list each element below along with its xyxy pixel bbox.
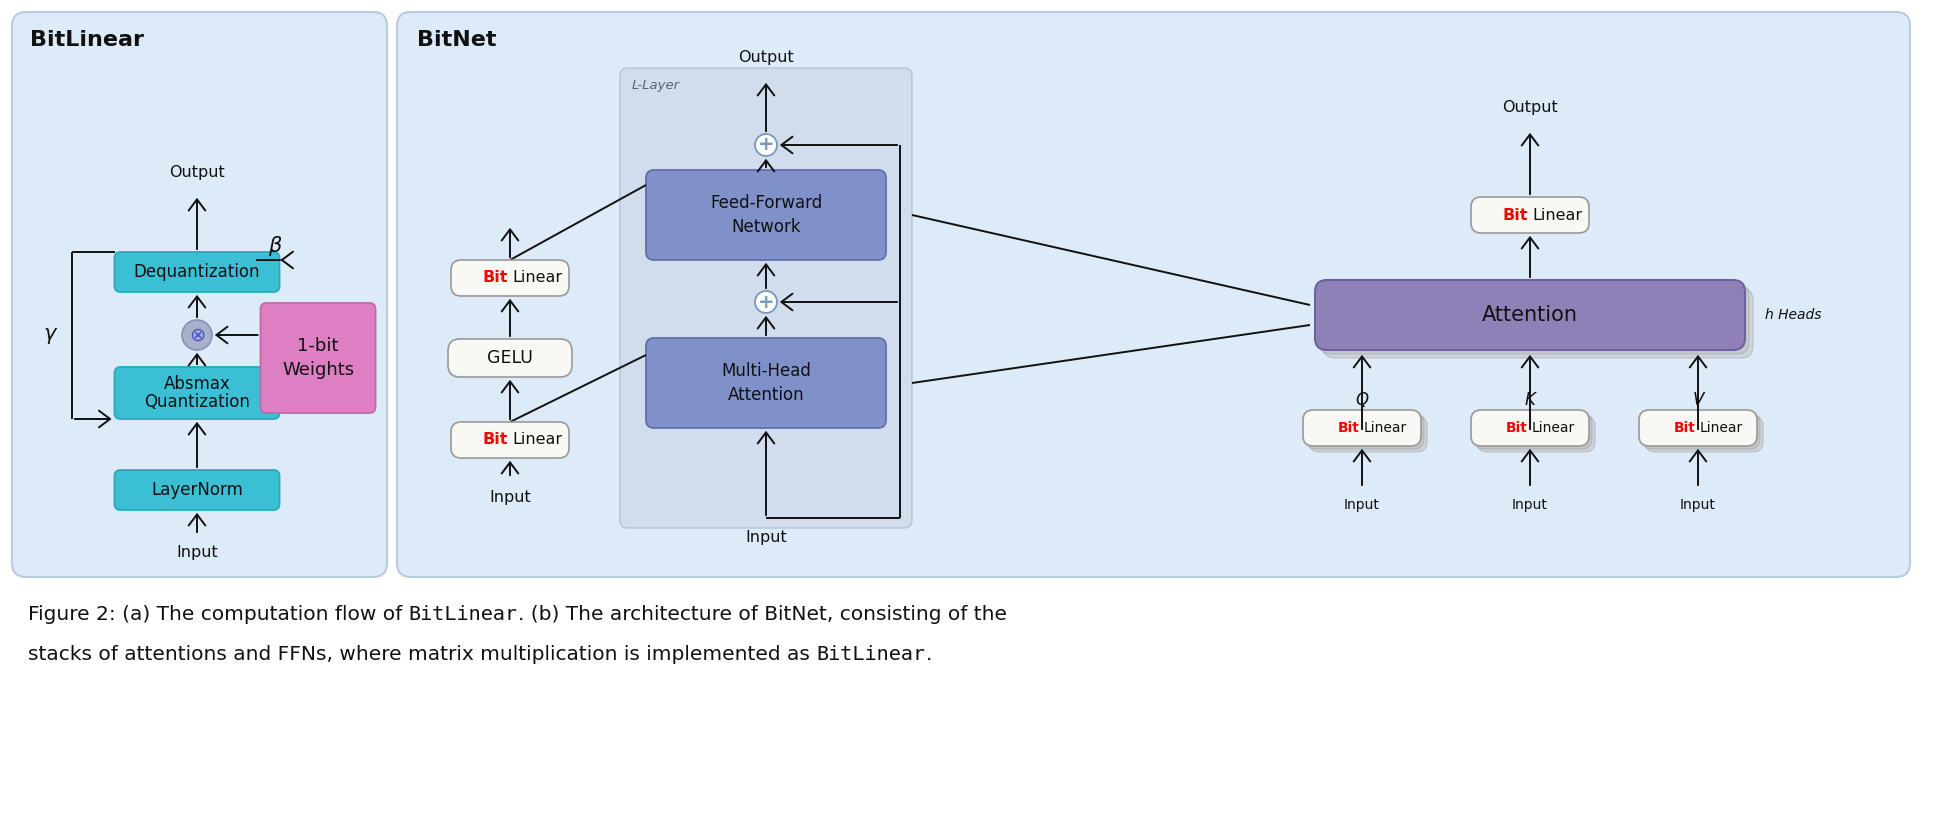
Text: Q: Q — [1355, 391, 1369, 409]
Text: Network: Network — [732, 218, 802, 236]
FancyBboxPatch shape — [1471, 410, 1589, 446]
Text: Attention: Attention — [728, 386, 803, 404]
Text: Feed-Forward: Feed-Forward — [711, 194, 823, 212]
FancyBboxPatch shape — [12, 12, 387, 577]
Text: . (b) The architecture of BitNet, consisting of the: . (b) The architecture of BitNet, consis… — [517, 605, 1007, 624]
Text: V: V — [1692, 391, 1704, 409]
Text: +: + — [757, 135, 774, 155]
FancyBboxPatch shape — [1309, 416, 1427, 452]
FancyBboxPatch shape — [1318, 284, 1748, 354]
FancyBboxPatch shape — [1307, 413, 1425, 449]
FancyBboxPatch shape — [114, 367, 279, 419]
Text: 1-bit: 1-bit — [298, 337, 339, 355]
Text: $\gamma$: $\gamma$ — [43, 326, 58, 345]
Text: Linear: Linear — [1700, 421, 1742, 435]
FancyBboxPatch shape — [447, 339, 571, 377]
Text: Bit: Bit — [1502, 208, 1528, 222]
Text: BitLinear: BitLinear — [29, 30, 143, 50]
Circle shape — [755, 134, 776, 156]
Circle shape — [755, 291, 776, 313]
Text: Input: Input — [490, 490, 530, 505]
Text: K: K — [1524, 391, 1535, 409]
Text: Bit: Bit — [1338, 421, 1359, 435]
Text: Weights: Weights — [283, 361, 354, 379]
Text: Bit: Bit — [482, 432, 507, 448]
Text: Input: Input — [1344, 498, 1380, 512]
FancyBboxPatch shape — [647, 170, 887, 260]
Text: $\beta$: $\beta$ — [267, 234, 283, 258]
Text: Input: Input — [745, 530, 786, 545]
Text: Absmax: Absmax — [163, 375, 230, 393]
Text: Linear: Linear — [1531, 208, 1582, 222]
Text: Linear: Linear — [1365, 421, 1407, 435]
Text: stacks of attentions and FFNs, where matrix multiplication is implemented as: stacks of attentions and FFNs, where mat… — [27, 645, 817, 664]
FancyBboxPatch shape — [451, 422, 569, 458]
Text: Output: Output — [738, 50, 794, 65]
Text: Output: Output — [168, 165, 225, 180]
FancyBboxPatch shape — [261, 303, 376, 413]
Text: Output: Output — [1502, 100, 1558, 115]
FancyBboxPatch shape — [1646, 416, 1764, 452]
Text: Input: Input — [1680, 498, 1715, 512]
FancyBboxPatch shape — [1303, 410, 1421, 446]
Text: Attention: Attention — [1481, 305, 1578, 325]
Text: Dequantization: Dequantization — [134, 263, 259, 281]
FancyBboxPatch shape — [397, 12, 1911, 577]
Text: +: + — [757, 292, 774, 312]
FancyBboxPatch shape — [451, 260, 569, 296]
Text: LayerNorm: LayerNorm — [151, 481, 242, 499]
FancyBboxPatch shape — [1322, 288, 1752, 358]
FancyBboxPatch shape — [647, 338, 887, 428]
Text: ⊗: ⊗ — [190, 326, 205, 344]
FancyBboxPatch shape — [1473, 413, 1591, 449]
Text: Input: Input — [1512, 498, 1549, 512]
Text: Bit: Bit — [482, 270, 507, 286]
FancyBboxPatch shape — [114, 252, 279, 292]
Circle shape — [182, 320, 213, 350]
Text: Bit: Bit — [1675, 421, 1696, 435]
FancyBboxPatch shape — [1477, 416, 1595, 452]
Text: Linear: Linear — [511, 432, 561, 448]
FancyBboxPatch shape — [114, 470, 279, 510]
Text: Input: Input — [176, 545, 219, 560]
Text: GELU: GELU — [488, 349, 532, 367]
Text: Multi-Head: Multi-Head — [720, 362, 811, 380]
Text: Linear: Linear — [511, 270, 561, 286]
FancyBboxPatch shape — [1640, 410, 1758, 446]
Text: .: . — [925, 645, 931, 664]
Text: L-Layer: L-Layer — [631, 80, 680, 93]
Text: BitLinear: BitLinear — [817, 645, 925, 664]
FancyBboxPatch shape — [1471, 197, 1589, 233]
Text: Quantization: Quantization — [143, 393, 250, 411]
FancyBboxPatch shape — [1315, 280, 1744, 350]
FancyBboxPatch shape — [620, 68, 912, 528]
Text: Bit: Bit — [1506, 421, 1528, 435]
Text: h Heads: h Heads — [1766, 308, 1822, 322]
Text: BitNet: BitNet — [416, 30, 496, 50]
Text: BitLinear: BitLinear — [408, 605, 517, 624]
Text: Figure 2: (a) The computation flow of: Figure 2: (a) The computation flow of — [27, 605, 408, 624]
Text: Linear: Linear — [1531, 421, 1576, 435]
FancyBboxPatch shape — [1642, 413, 1760, 449]
